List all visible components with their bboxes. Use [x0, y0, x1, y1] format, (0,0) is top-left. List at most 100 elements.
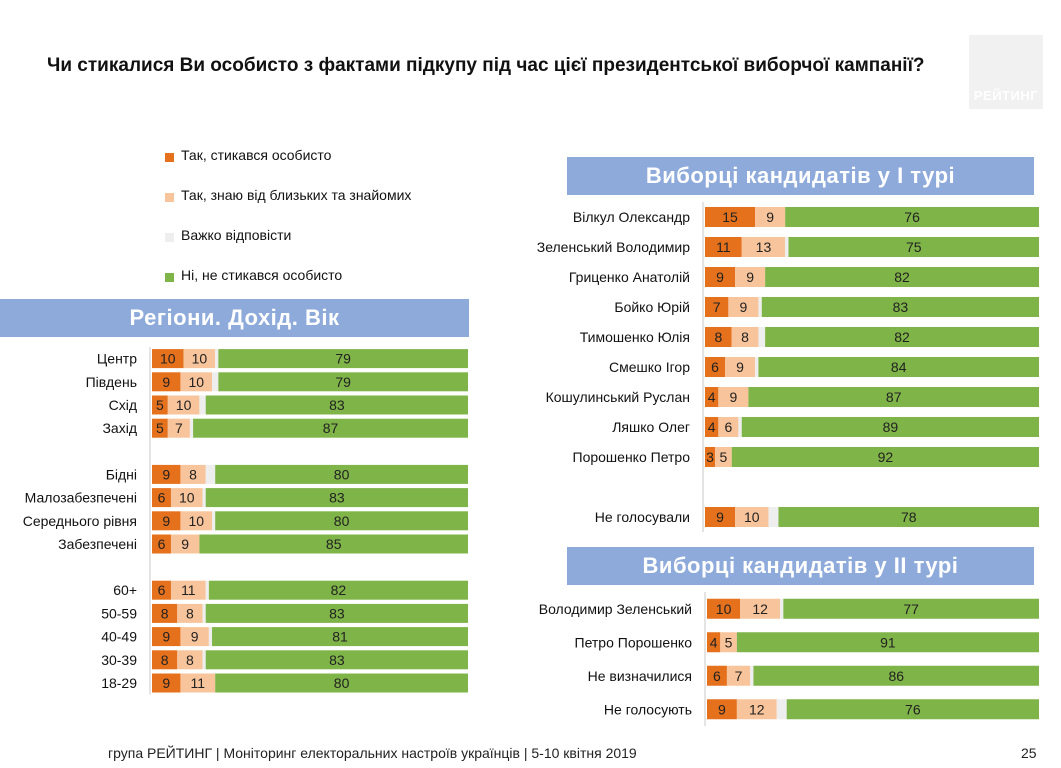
- category-label: Бойко Юрій: [614, 299, 690, 315]
- data-label: 76: [904, 209, 920, 225]
- category-label: Середнього рівня: [23, 513, 137, 529]
- data-label: 8: [186, 652, 194, 668]
- category-label: 40-49: [101, 629, 137, 645]
- bar-segment-no: [761, 297, 1039, 317]
- bar-segment-personal: [152, 349, 184, 369]
- bar-segment-no: [785, 207, 1039, 227]
- bar-segment-acquaintances: [725, 357, 756, 377]
- data-label: 9: [766, 209, 774, 225]
- bar-segment-no: [753, 665, 1039, 686]
- data-label: 82: [894, 269, 910, 285]
- bar-segment-acquaintances: [170, 488, 203, 508]
- category-label: Південь: [86, 374, 137, 390]
- bar-segment-acquaintances: [720, 632, 737, 653]
- data-label: 84: [891, 359, 907, 375]
- bar-segment-no: [205, 395, 468, 415]
- category-label: Схід: [109, 397, 137, 413]
- data-label: 3: [706, 449, 714, 465]
- data-label: 9: [736, 359, 744, 375]
- data-label: 9: [181, 536, 189, 552]
- legend-swatch: [165, 273, 174, 282]
- data-label: 80: [334, 513, 350, 529]
- bar-segment-no: [205, 488, 468, 508]
- data-label: 9: [162, 675, 170, 691]
- data-label: 6: [158, 536, 166, 552]
- data-label: 10: [188, 374, 204, 390]
- category-label: Зеленський Володимир: [537, 239, 690, 255]
- chart-second-round-voters: Володимир Зеленський 10 12 77 Петро Порошенк…: [539, 592, 1039, 726]
- data-label: 6: [711, 359, 719, 375]
- logo-text: РЕЙТИНГ: [973, 88, 1039, 103]
- bar-segment-hard-to-say: [785, 237, 789, 257]
- category-label: 18-29: [101, 675, 137, 691]
- bar-segment-personal: [705, 507, 736, 527]
- category-label: Смешко Ігор: [609, 359, 690, 375]
- bar-segment-acquaintances: [715, 447, 732, 467]
- bar-segment-personal: [705, 387, 719, 407]
- bar-segment-personal: [152, 395, 168, 415]
- bar-segment-hard-to-say: [202, 603, 206, 623]
- bar-segment-hard-to-say: [758, 297, 762, 317]
- bar-segment-hard-to-say: [205, 580, 209, 600]
- bar-segment-acquaintances: [170, 534, 200, 554]
- bar-segment-hard-to-say: [750, 665, 754, 686]
- data-label: 9: [746, 269, 754, 285]
- data-label: 6: [724, 419, 732, 435]
- data-label: 86: [888, 668, 904, 684]
- bar-segment-acquaintances: [731, 327, 759, 347]
- bar-segment-no: [212, 627, 468, 647]
- chart-regions-income-age: Центр 10 10 79 Південь 9 10 79 Схід 5 10 83 Захід 5 7 8…: [23, 347, 468, 695]
- bar-segment-acquaintances: [177, 603, 203, 623]
- data-label: 9: [162, 466, 170, 482]
- chart-title-regions: Регіони. Дохід. Вік: [0, 299, 469, 337]
- bar-segment-no: [786, 699, 1039, 720]
- data-label: 79: [335, 374, 351, 390]
- bar-segment-hard-to-say: [738, 417, 742, 437]
- data-label: 83: [329, 652, 345, 668]
- bar-segment-acquaintances: [728, 297, 759, 317]
- category-label: Володимир Зеленський: [539, 601, 692, 617]
- data-label: 7: [175, 420, 183, 436]
- bar-segment-hard-to-say: [202, 650, 206, 670]
- bar-segment-acquaintances: [180, 627, 209, 647]
- data-label: 7: [713, 299, 721, 315]
- bar-segment-no: [778, 507, 1039, 527]
- bar-segment-acquaintances: [755, 207, 786, 227]
- bar-segment-personal: [705, 237, 742, 257]
- category-label: 30-39: [101, 652, 137, 668]
- data-label: 11: [191, 675, 206, 691]
- category-label: Не визначилися: [588, 668, 692, 684]
- bar-segment-no: [208, 580, 468, 600]
- data-label: 9: [191, 629, 199, 645]
- legend-swatch: [165, 233, 174, 242]
- category-label: Вілкул Олександр: [573, 209, 690, 225]
- bar-segment-personal: [705, 357, 726, 377]
- bar-segment-acquaintances: [177, 650, 203, 670]
- data-label: 8: [161, 605, 169, 621]
- data-label: 91: [880, 634, 896, 650]
- category-label: Забезпечені: [58, 536, 137, 552]
- category-label: 60+: [113, 582, 137, 598]
- bar-segment-personal: [705, 207, 756, 227]
- bar-segment-no: [748, 387, 1039, 407]
- category-label: Центр: [97, 351, 137, 367]
- data-label: 4: [710, 634, 718, 650]
- data-label: 10: [179, 490, 195, 506]
- data-label: 6: [713, 668, 721, 684]
- bar-segment-hard-to-say: [776, 699, 787, 720]
- data-label: 5: [719, 449, 727, 465]
- data-label: 8: [161, 652, 169, 668]
- bar-segment-acquaintances: [718, 387, 749, 407]
- bar-segment-hard-to-say: [212, 372, 219, 392]
- bar-segment-no: [218, 349, 468, 369]
- data-label: 9: [729, 389, 737, 405]
- data-label: 9: [718, 701, 726, 717]
- bar-segment-personal: [152, 580, 171, 600]
- legend-label: Важко відповісти: [181, 227, 292, 243]
- data-label: 77: [903, 601, 919, 617]
- chart-title-first-round: Виборці кандидатів у І турі: [567, 157, 1034, 195]
- bar-segment-acquaintances: [726, 665, 751, 686]
- bar-segment-acquaintances: [735, 267, 766, 287]
